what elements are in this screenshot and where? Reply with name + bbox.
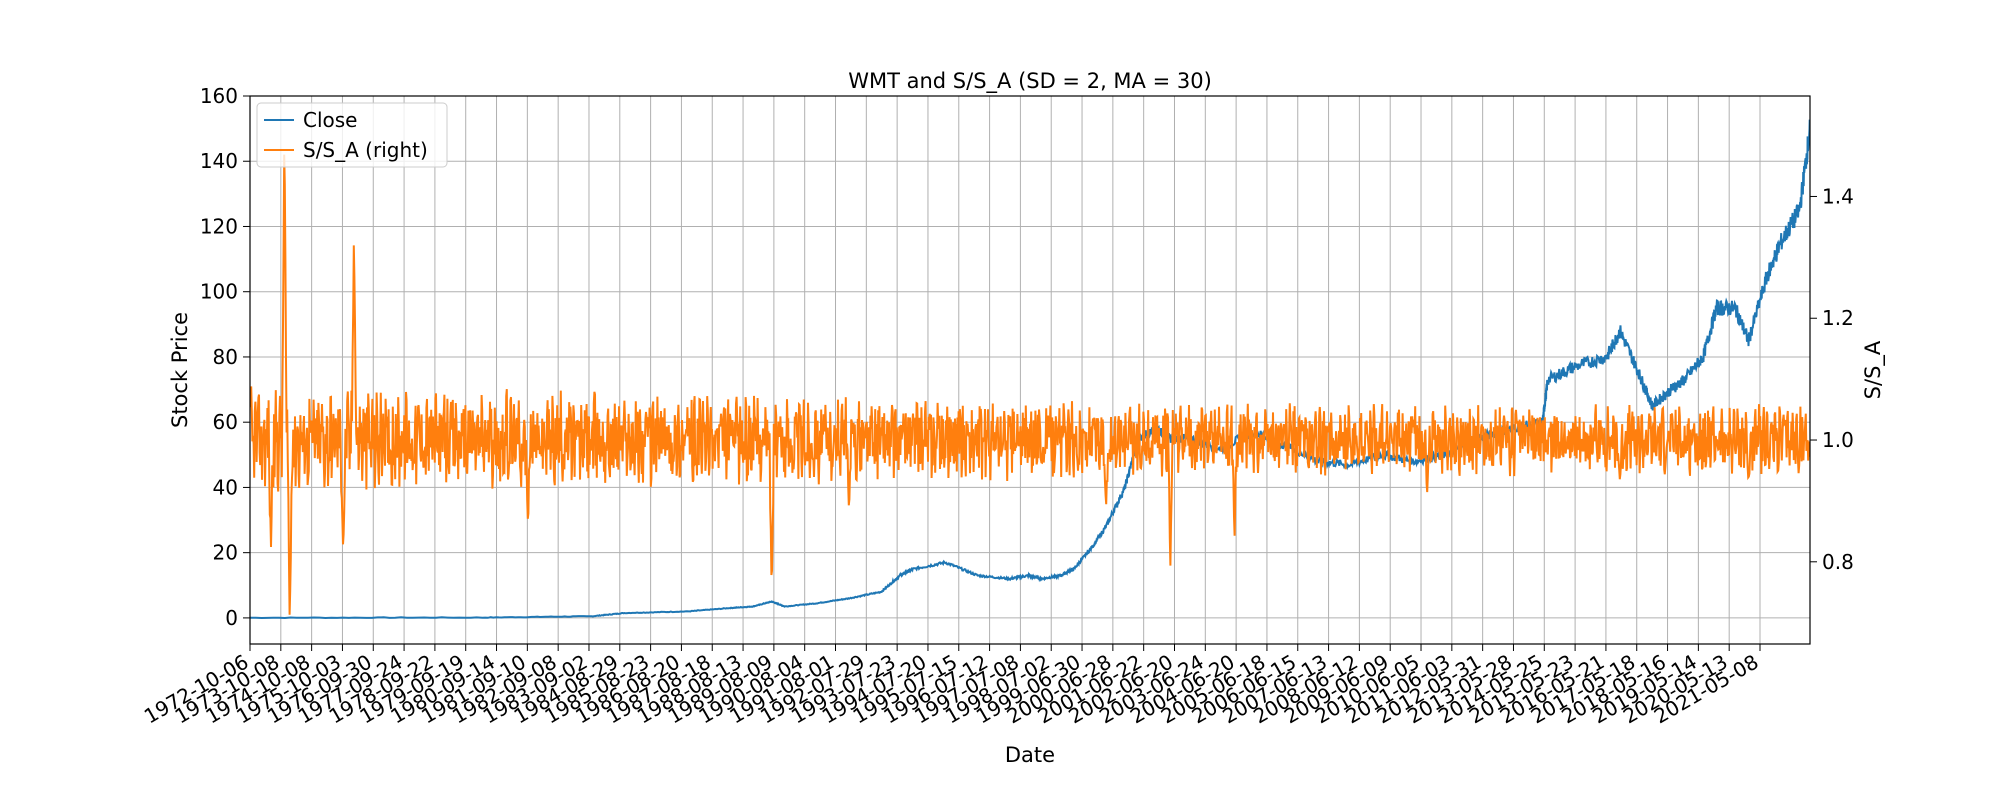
y-tick-label: 40 <box>213 475 238 499</box>
legend-label-close: Close <box>303 108 357 132</box>
series-line-ssa <box>250 154 1810 615</box>
chart-title: WMT and S/S_A (SD = 2, MA = 30) <box>848 69 1212 94</box>
y-tick-label: 160 <box>200 84 238 108</box>
y-tick-label: 140 <box>200 149 238 173</box>
y-tick-label: 20 <box>213 541 238 565</box>
y-axis-ticks-left: 0 20 40 60 80 100 120 140 160 <box>200 84 250 630</box>
x-axis-label: Date <box>1005 743 1055 767</box>
plot-series <box>250 119 1810 620</box>
y-right-tick-label: 1.2 <box>1822 306 1854 330</box>
y-axis-label-right: S/S_A <box>1861 340 1886 399</box>
y-right-tick-label: 0.8 <box>1822 550 1854 574</box>
y-tick-label: 120 <box>200 214 238 238</box>
grid <box>249 95 1810 644</box>
y-tick-label: 60 <box>213 410 238 434</box>
legend: Close S/S_A (right) <box>256 102 448 168</box>
x-axis-ticks: 1972-10-061973-10-081974-10-081975-10-03… <box>140 644 1763 728</box>
y-tick-label: 0 <box>225 606 238 630</box>
legend-label-ssa: S/S_A (right) <box>303 138 428 162</box>
legend-box <box>256 102 448 168</box>
y-right-tick-label: 1.0 <box>1822 428 1854 452</box>
y-right-tick-label: 1.4 <box>1822 184 1854 208</box>
y-tick-label: 80 <box>213 345 238 369</box>
y-axis-ticks-right: 0.8 1.0 1.2 1.4 <box>1810 184 1854 574</box>
plot-frame <box>249 95 1811 645</box>
y-axis-label-left: Stock Price <box>168 312 192 428</box>
y-tick-label: 100 <box>200 280 238 304</box>
